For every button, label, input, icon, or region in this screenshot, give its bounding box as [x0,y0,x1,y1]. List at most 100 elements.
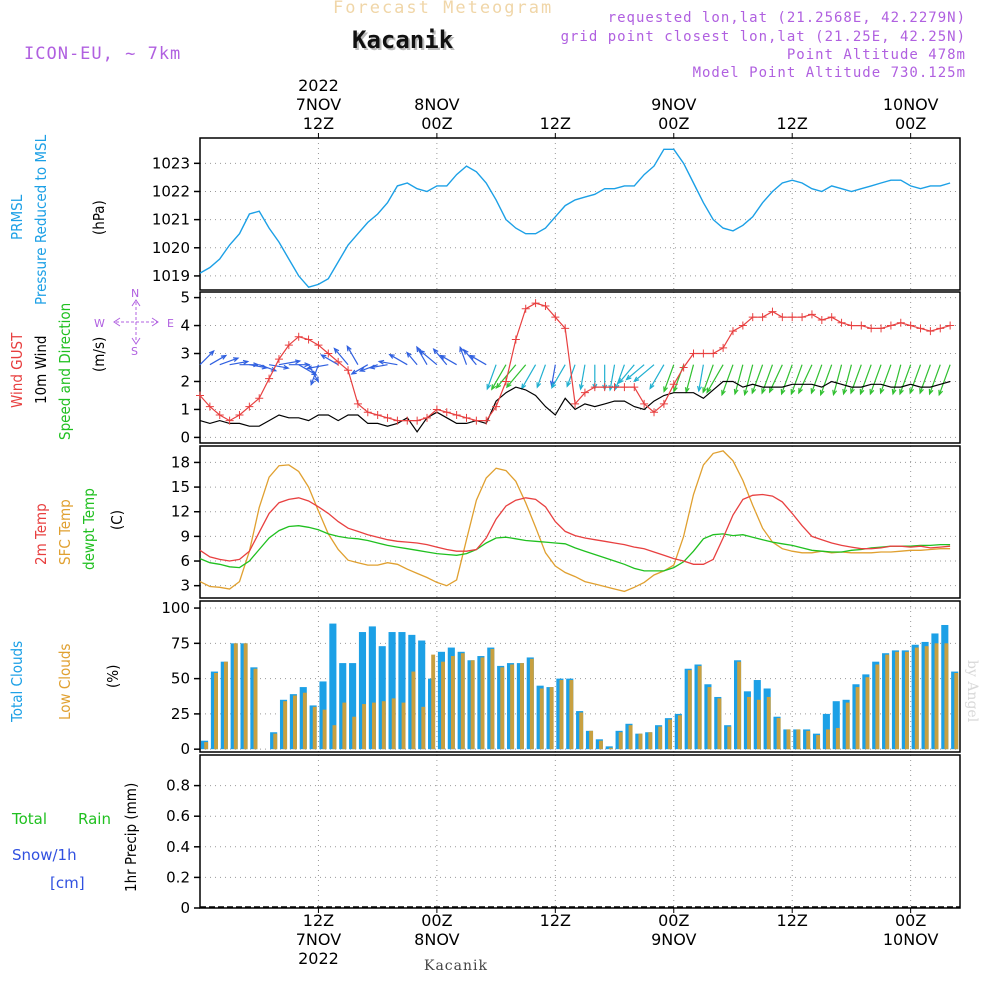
low-cloud-bar [786,729,791,750]
low-cloud-bar [826,729,830,750]
wind-arrow-head [416,345,422,353]
wind-gust-point [867,324,876,333]
wind-gust-point [906,321,915,330]
wind-arrow [419,350,438,366]
wind-arrow [551,364,556,386]
wind-arrow-head [790,388,796,396]
low-cloud-bar [717,698,722,750]
wind-gust-point [373,411,382,420]
temperature-ytick-label: 3 [180,577,190,595]
wind-arrow [278,360,300,366]
low-cloud-bar [579,712,584,750]
wind-gust-point [857,321,866,330]
wind-gust-point [699,349,708,358]
wind-gust-point [511,335,520,344]
low-cloud-bar [450,656,455,750]
chart-super-title: Forecast Meteogram [333,0,554,18]
top-time-label: 12Z [303,114,334,133]
bottom-time-label: 10NOV [883,930,939,949]
wind-gust-point [363,408,372,417]
wind-arrow-head [462,348,469,355]
wind-frame [199,291,961,444]
wind-arrow-head [242,359,250,365]
wind-arrow [463,349,477,366]
wind-gust-point [472,416,481,425]
low-cloud-bar [302,692,307,750]
bottom-time-label: 12Z [777,911,808,930]
wind-arrow-head [459,345,465,353]
wind-arrow-head [919,388,924,395]
model-altitude-info: Model Point Altitude 730.125m [692,65,966,81]
low-cloud-bar [500,667,505,750]
wind-arrow-head [810,388,816,395]
wind-arrow-head [333,347,340,354]
wind-arrow [486,364,497,390]
low-cloud-bar [312,706,317,750]
temp-sfc-line [199,450,951,593]
low-cloud-bar [835,728,840,750]
wind-arrow [209,354,227,366]
wind-arrow-head [899,388,904,396]
wind-arrow-head [649,383,655,390]
precip-frame [199,754,961,909]
wind-arrow [433,348,448,366]
total-cloud-bar [368,626,376,750]
wind-arrow [832,364,843,395]
wind-arrow [820,364,833,395]
wind-gust-point [807,310,816,319]
wind-arrow [406,352,418,366]
wind-arrow-head [350,369,357,375]
total-cloud-bar [388,632,396,750]
wind-arrow [649,364,665,389]
wind-arrow-head [617,378,624,385]
low-cloud-bar [658,726,663,750]
wind-arrow [351,364,369,375]
wind-arrow-head [468,354,476,360]
wind-arrow-head [751,388,757,395]
wind-gust-point [679,363,688,372]
wind-arrow-head [869,388,875,396]
low-cloud-bar [865,677,870,750]
low-cloud-bar [895,651,900,750]
wind-arrow [859,364,872,395]
wind-gust-point [640,399,649,408]
wind-arrow-head [928,388,934,396]
wind-gust-point [452,411,461,420]
wind-arrow [706,364,724,393]
wind-arrow [633,364,655,382]
low-cloud-bar [441,661,445,750]
wind-arrow [899,364,912,395]
total-cloud-bar [349,663,357,750]
wind-gust-point [896,318,905,327]
point-altitude-info: Point Altitude 478m [786,47,966,63]
footer-location: Kacanik [424,958,488,974]
total-cloud-bar [358,632,367,750]
wind-arrow [199,350,215,366]
wind-arrow-head [310,379,316,387]
wind-arrow-head [578,384,584,391]
wind-ytick-label: 5 [180,289,190,307]
wind-gust-point [728,327,737,336]
low-cloud-bar [490,648,495,750]
wind-arrow-head [850,388,855,395]
low-cloud-bar [944,643,949,750]
wind-arrow-head [346,344,352,352]
wind-gust-point [501,377,510,386]
low-cloud-bar [697,665,702,750]
compass-s: S [131,345,138,358]
wind-gust-point [926,327,935,336]
low-cloud-bar [727,726,732,750]
wind-arrow [268,364,289,369]
pressure-ytick-label: 1023 [152,154,190,172]
wind-gust-point [245,402,254,411]
wind-gust-point [353,399,362,408]
low-cloud-bar [204,742,209,750]
low-cloud-bar [648,732,653,750]
wind-arrow [416,346,428,366]
wind-arrow-head [614,383,620,391]
low-cloud-bar [766,696,771,750]
wind-gust-point [798,313,807,322]
wind-gust-point [620,383,629,392]
temperature-ytick-label: 6 [180,552,190,570]
wind-arrow-head [891,388,897,396]
